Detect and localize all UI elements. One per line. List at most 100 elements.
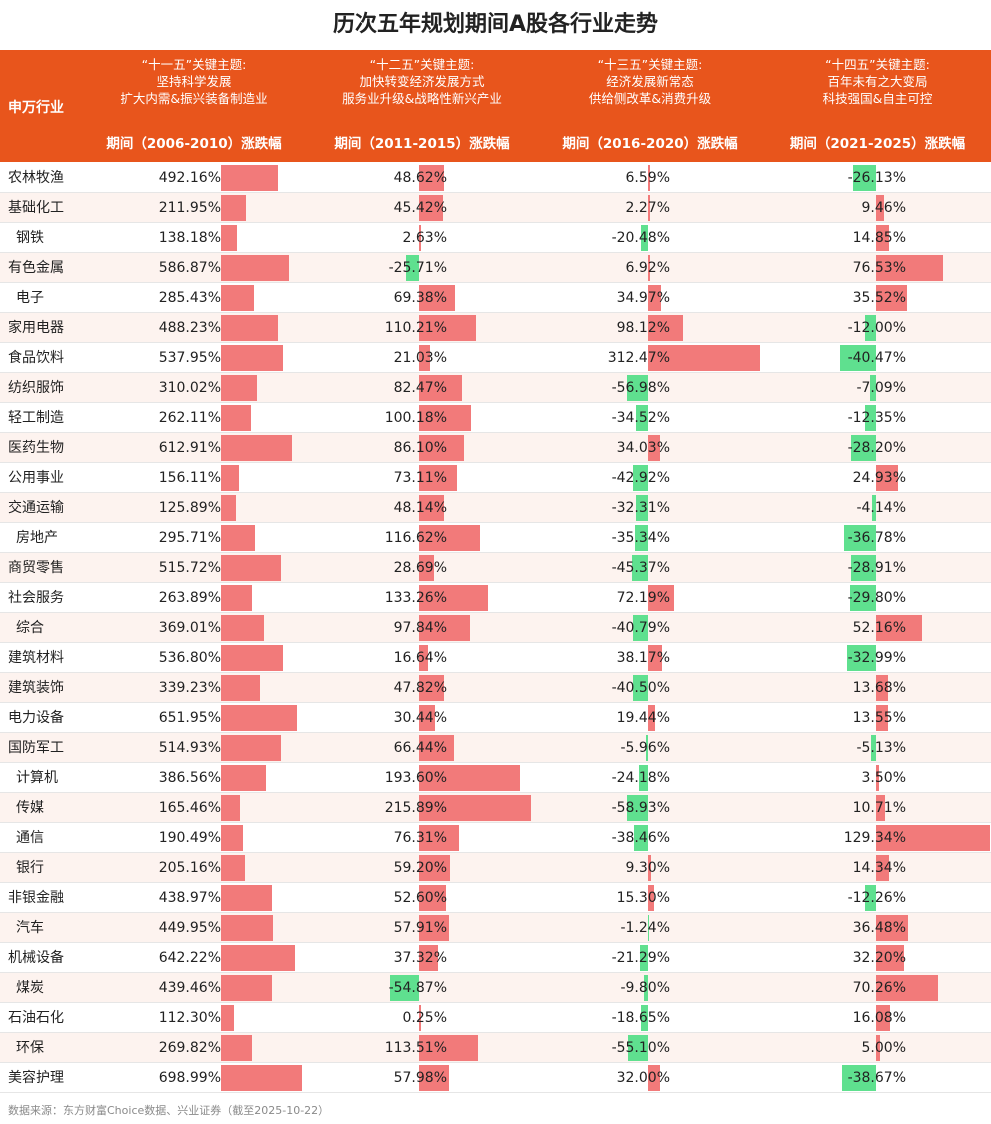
theme-line: “十二五”关键主题: [369,57,475,72]
period-2006-2010-bar [221,585,252,611]
period-2021-2025-bar [876,615,922,641]
period-2016-2020-value: -45.37% [611,560,670,576]
period-2011-2015-value: 57.91% [393,920,447,936]
theme-line: 经济发展新常态 [606,74,694,89]
period-2011-2015-bar [390,975,419,1001]
table-header: 申万行业 “十一五”关键主题: 坚持科学发展 扩大内需&振兴装备制造业 期间（2… [0,50,991,162]
period-2006-2010-bar [221,315,278,341]
table-row: 环保 269.82% 113.51% -55.10% 5.00% [0,1033,991,1063]
period-2006-2010-bar [221,405,252,431]
period-2006-2010-bar [221,255,290,281]
period-2021-2025-value: -38.67% [847,1070,906,1086]
period-2021-2025-value: 14.34% [852,860,906,876]
period-2011-2015-bar [419,315,477,341]
industry-name: 食品饮料 [8,350,64,366]
period-2011-2015-value: 133.26% [384,590,447,606]
period-2016-2020-value: 34.03% [616,440,670,456]
table-row: 基础化工 211.95% 45.42% 2.27% 9.46% [0,193,991,223]
industry-name: 钢铁 [16,230,44,246]
period-2021-2025-bar [876,675,889,701]
table-row: 商贸零售 515.72% 28.69% -45.37% -28.91% [0,553,991,583]
period-2011-2015-bar [419,345,430,371]
period-2016-2020-value: 312.47% [607,350,670,366]
period-2006-2010-value: 125.89% [158,500,221,516]
period-2021-2025-value: 9.46% [861,200,906,216]
period-2016-2020-value: -56.98% [611,380,670,396]
period-2006-2010-bar [221,525,256,551]
industry-name: 建筑材料 [8,650,64,666]
period-2006-2010-value: 295.71% [158,530,221,546]
period-2016-2020-value: -18.65% [611,1010,670,1026]
period-2016-2020-value: 38.17% [616,650,670,666]
period-2021-2025-bar [876,195,885,221]
period-2016-2020-bar [634,825,648,851]
period-2016-2020-bar [648,285,661,311]
period-2011-2015-value: 48.14% [393,500,447,516]
table-row: 银行 205.16% 59.20% 9.30% 14.34% [0,853,991,883]
table-row: 房地产 295.71% 116.62% -35.34% -36.78% [0,523,991,553]
industry-header: 申万行业 [8,100,64,116]
period-2006-2010-value: 285.43% [158,290,221,306]
industry-name: 轻工制造 [8,410,64,426]
period-2021-2025-bar [843,525,876,551]
period-2021-2025-bar [876,1035,881,1061]
period-2016-2020-value: -34.52% [611,410,670,426]
table-row: 电子 285.43% 69.38% 34.97% 35.52% [0,283,991,313]
period-2016-2020-bar [628,1035,648,1061]
table-row: 建筑装饰 339.23% 47.82% -40.50% 13.68% [0,673,991,703]
period-2011-2015-bar [419,1035,479,1061]
period-2011-2015-value: 37.32% [393,950,447,966]
period-2006-2010-value: 438.97% [158,890,221,906]
period-2011-2015-bar [419,225,421,251]
period-2011-2015-bar [419,795,532,821]
period-2006-2010-value: 488.23% [158,320,221,336]
period-2006-2010-bar [221,735,281,761]
period-2016-2020-value: 6.92% [625,260,670,276]
period-2006-2010-bar [221,435,293,461]
period-2016-2020-value: -20.48% [611,230,670,246]
period-2011-2015-value: 113.51% [384,1040,447,1056]
period-2006-2010-value: 536.80% [158,650,221,666]
period-2016-2020-bar [648,165,651,191]
period-2016-2020-value: -9.80% [620,980,670,996]
period-2016-2020-bar [635,525,648,551]
table-row: 美容护理 698.99% 57.98% 32.00% -38.67% [0,1063,991,1093]
table-row: 公用事业 156.11% 73.11% -42.92% 24.93% [0,463,991,493]
table-row: 农林牧渔 492.16% 48.62% 6.59% -26.13% [0,163,991,193]
period-2021-2025-value: 3.50% [861,770,906,786]
period-2021-2025-bar [876,705,888,731]
table-row: 交通运输 125.89% 48.14% -32.31% -4.14% [0,493,991,523]
period-2021-2025-value: 16.08% [852,1010,906,1026]
table-row: 家用电器 488.23% 110.21% 98.12% -12.00% [0,313,991,343]
table-row: 综合 369.01% 97.84% -40.79% 52.16% [0,613,991,643]
industry-name: 纺织服饰 [8,380,64,396]
period-2021-2025-bar [846,645,876,671]
period-2011-2015-value: 47.82% [393,680,447,696]
period-2006-2010-value: 263.89% [158,590,221,606]
period-2016-2020-bar [648,1065,660,1091]
period-2011-2015-value: -25.71% [388,260,447,276]
period-2006-2010-value: 205.16% [158,860,221,876]
period-2021-2025-bar [876,285,908,311]
period-2021-2025-bar [849,585,876,611]
period-2016-2020-bar [641,1005,648,1031]
period-2011-2015-bar [419,915,450,941]
period-2016-2020-value: 32.00% [616,1070,670,1086]
period-2021-2025-value: -28.20% [847,440,906,456]
table-row: 医药生物 612.91% 86.10% 34.03% -28.20% [0,433,991,463]
table-row: 社会服务 263.89% 133.26% 72.19% -29.80% [0,583,991,613]
period-2021-2025-bar [869,375,876,401]
period-2006-2010-value: 262.11% [158,410,221,426]
period-2011-2015-bar [419,765,520,791]
period-2006-2010-value: 586.87% [158,260,221,276]
period-2021-2025-value: -4.14% [856,500,906,516]
period-2021-2025-bar [876,945,905,971]
period-2011-2015-bar [419,585,489,611]
period-2006-2010-bar [221,945,296,971]
period-2011-2015-bar [419,825,459,851]
period-2006-2010-bar [221,285,255,311]
period-2006-2010-value: 112.30% [158,1010,221,1026]
period-header-3: “十三五”关键主题: 经济发展新常态 供给侧改革&消费升级 期间（2016-20… [536,50,764,162]
industry-name: 机械设备 [8,950,64,966]
period-2006-2010-value: 165.46% [158,800,221,816]
